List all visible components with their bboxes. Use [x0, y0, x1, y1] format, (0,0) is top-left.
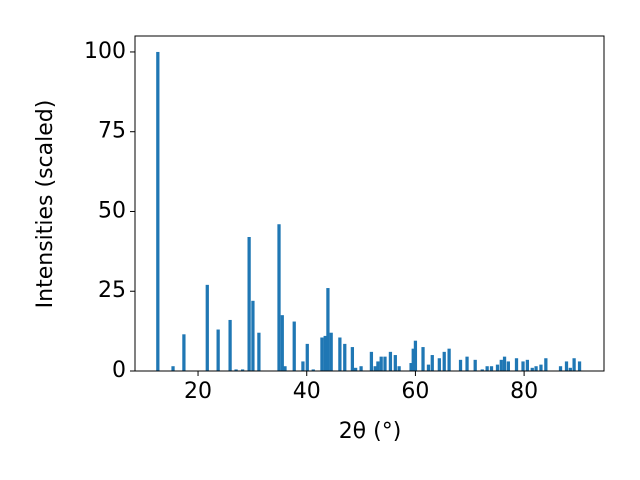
bar: [301, 361, 305, 371]
bar: [280, 315, 284, 371]
bar: [359, 366, 363, 371]
bar: [530, 367, 534, 371]
bar: [409, 363, 413, 371]
bar: [257, 332, 261, 371]
bar: [473, 359, 477, 371]
y-tick-label: 0: [112, 358, 126, 383]
bar: [506, 361, 510, 371]
bar: [572, 358, 576, 371]
bar: [534, 366, 538, 371]
x-tick-label: 40: [293, 379, 321, 404]
bar: [240, 369, 245, 371]
bar: [373, 366, 377, 371]
bar: [343, 343, 347, 371]
bar: [326, 288, 330, 371]
bar: [442, 351, 446, 371]
bar: [447, 348, 451, 371]
bar: [277, 224, 281, 371]
y-axis-label: Intensities (scaled): [33, 100, 58, 309]
bar: [458, 359, 463, 371]
bar: [376, 361, 380, 371]
bar: [383, 356, 387, 371]
bar: [465, 356, 469, 371]
bar: [320, 337, 324, 371]
bar: [228, 319, 232, 371]
bar: [234, 369, 238, 371]
bar: [311, 369, 315, 371]
bar: [430, 355, 434, 371]
bar: [216, 329, 220, 371]
bar: [292, 321, 296, 371]
bar: [421, 347, 425, 371]
bar: [539, 364, 543, 371]
bar: [171, 366, 175, 371]
bar: [205, 284, 209, 371]
bar: [329, 332, 333, 371]
bar: [495, 364, 500, 371]
bar: [338, 337, 342, 371]
bar: [247, 237, 251, 371]
bar: [525, 359, 530, 371]
bar: [379, 356, 383, 371]
bar: [558, 366, 563, 371]
bar: [323, 335, 327, 371]
bar: [397, 366, 401, 371]
bar: [480, 369, 484, 371]
x-tick-label: 20: [184, 379, 212, 404]
bar: [369, 351, 374, 371]
bar: [251, 300, 255, 371]
bar: [388, 351, 393, 371]
x-axis-label: 2θ (°): [339, 419, 402, 444]
bar: [156, 51, 160, 371]
bar: [514, 358, 519, 371]
y-tick-label: 50: [98, 198, 126, 223]
bar: [564, 361, 569, 371]
bar: [283, 366, 287, 371]
x-tick-label: 60: [401, 379, 429, 404]
y-tick-label: 25: [98, 278, 126, 303]
bar: [521, 361, 525, 371]
bar: [426, 364, 431, 371]
bar: [502, 356, 507, 371]
plot-frame: [134, 35, 605, 372]
bar: [305, 343, 309, 371]
bar: [544, 358, 548, 371]
bar: [437, 358, 441, 371]
y-tick-label: 100: [84, 39, 126, 64]
y-tick-label: 75: [98, 119, 126, 144]
bar: [568, 367, 572, 371]
bar: [413, 340, 418, 371]
bar: [499, 359, 503, 371]
bar: [489, 366, 494, 371]
bar: [182, 334, 186, 371]
x-tick-label: 80: [510, 379, 538, 404]
bar: [411, 348, 415, 371]
bar: [577, 361, 582, 371]
bar: [393, 355, 397, 371]
bar: [485, 366, 489, 371]
bar: [354, 367, 358, 371]
bar: [350, 347, 355, 371]
